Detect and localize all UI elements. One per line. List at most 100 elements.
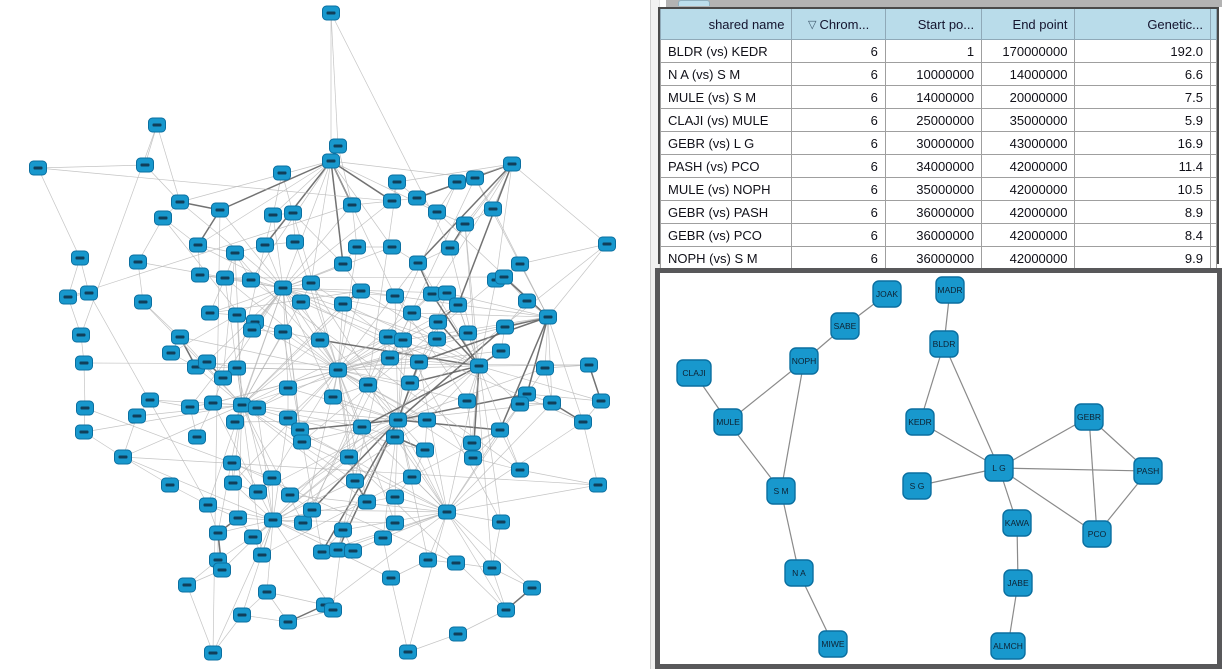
network-node[interactable] [80, 285, 98, 301]
cell-value[interactable]: 35000000 [981, 108, 1076, 132]
cell-value[interactable] [1209, 39, 1218, 63]
cell-value[interactable]: 6 [791, 177, 886, 201]
network-node[interactable] [75, 355, 93, 371]
network-node[interactable] [243, 322, 261, 338]
network-node[interactable] [438, 504, 456, 520]
network-node[interactable] [403, 469, 421, 485]
cell-value[interactable]: 42000000 [981, 200, 1076, 224]
cell-value[interactable]: 192.0 [1074, 39, 1211, 63]
node-l-g[interactable]: L G [984, 454, 1014, 482]
network-node[interactable] [459, 325, 477, 341]
network-node[interactable] [389, 412, 407, 428]
network-node[interactable] [274, 324, 292, 340]
network-node[interactable] [324, 389, 342, 405]
network-node[interactable] [273, 165, 291, 181]
network-node[interactable] [198, 354, 216, 370]
network-node[interactable] [71, 250, 89, 266]
network-node[interactable] [188, 429, 206, 445]
network-node[interactable] [464, 450, 482, 466]
network-node[interactable] [419, 552, 437, 568]
column-header-start-po[interactable]: Start po... [884, 9, 983, 40]
node-kedr[interactable]: KEDR [905, 408, 935, 436]
network-node[interactable] [463, 435, 481, 451]
network-node[interactable] [214, 370, 232, 386]
network-node[interactable] [249, 484, 267, 500]
network-node[interactable] [201, 305, 219, 321]
table-row[interactable]: N A (vs) S M 6 10000000 14000000 6.6 [659, 62, 1218, 86]
network-node[interactable] [409, 255, 427, 271]
network-node[interactable] [76, 400, 94, 416]
network-node[interactable] [171, 194, 189, 210]
overview-network-canvas[interactable] [0, 0, 652, 669]
node-gebr[interactable]: GEBR [1074, 403, 1104, 431]
network-node[interactable] [456, 216, 474, 232]
table-row[interactable]: GEBR (vs) PCO 6 36000000 42000000 8.4 [659, 223, 1218, 247]
network-node[interactable] [279, 380, 297, 396]
network-node[interactable] [441, 240, 459, 256]
network-node[interactable] [399, 644, 417, 660]
network-node[interactable] [324, 602, 342, 618]
network-node[interactable] [329, 542, 347, 558]
network-node[interactable] [114, 449, 132, 465]
network-node[interactable] [279, 614, 297, 630]
column-header-genetic[interactable]: Genetic... [1074, 9, 1211, 40]
network-node[interactable] [386, 288, 404, 304]
node-pash[interactable]: PASH [1133, 457, 1163, 485]
network-node[interactable] [592, 393, 610, 409]
network-node[interactable] [244, 529, 262, 545]
network-node[interactable] [141, 392, 159, 408]
network-node[interactable] [178, 577, 196, 593]
network-node[interactable] [497, 602, 515, 618]
network-node[interactable] [492, 343, 510, 359]
cell-value[interactable]: 42000000 [981, 223, 1076, 247]
cell-value[interactable]: 6 [791, 131, 886, 155]
node-joak[interactable]: JOAK [872, 280, 902, 308]
cell-value[interactable]: 36000000 [884, 223, 983, 247]
network-node[interactable] [59, 289, 77, 305]
cell-value[interactable]: 14000000 [884, 85, 983, 109]
cell-shared-name[interactable]: MULE (vs) S M [659, 85, 793, 109]
cell-value[interactable]: 7.5 [1074, 85, 1211, 109]
network-node[interactable] [448, 174, 466, 190]
network-node[interactable] [511, 396, 529, 412]
network-node[interactable] [536, 360, 554, 376]
network-node[interactable] [199, 497, 217, 513]
node-n-a[interactable]: N A [784, 559, 814, 587]
node-mule[interactable]: MULE [713, 408, 743, 436]
node-sabe[interactable]: SABE [830, 312, 860, 340]
node-bldr[interactable]: BLDR [929, 330, 959, 358]
cell-value[interactable] [1209, 108, 1218, 132]
network-node[interactable] [189, 237, 207, 253]
network-node[interactable] [492, 514, 510, 530]
cell-shared-name[interactable]: CLAJI (vs) MULE [659, 108, 793, 132]
network-node[interactable] [329, 138, 347, 154]
cell-value[interactable] [1209, 223, 1218, 247]
cell-value[interactable]: 20000000 [981, 85, 1076, 109]
network-node[interactable] [543, 395, 561, 411]
network-node[interactable] [228, 360, 246, 376]
network-node[interactable] [334, 256, 352, 272]
network-node[interactable] [589, 477, 607, 493]
cell-value[interactable] [1209, 131, 1218, 155]
network-node[interactable] [410, 354, 428, 370]
network-node[interactable] [386, 429, 404, 445]
network-node[interactable] [386, 489, 404, 505]
cell-value[interactable]: 6 [791, 246, 886, 270]
network-node[interactable] [348, 239, 366, 255]
network-node[interactable] [429, 314, 447, 330]
cell-value[interactable]: 6 [791, 39, 886, 63]
node-almch[interactable]: ALMCH [990, 632, 1026, 660]
network-node[interactable] [401, 375, 419, 391]
cell-value[interactable]: 42000000 [981, 154, 1076, 178]
cell-value[interactable]: 42000000 [981, 246, 1076, 270]
network-node[interactable] [322, 153, 340, 169]
cell-value[interactable] [1209, 246, 1218, 270]
network-node[interactable] [303, 502, 321, 518]
network-node[interactable] [129, 254, 147, 270]
network-node[interactable] [484, 201, 502, 217]
network-node[interactable] [286, 234, 304, 250]
network-node[interactable] [204, 645, 222, 661]
network-node[interactable] [346, 473, 364, 489]
network-node[interactable] [447, 555, 465, 571]
cell-value[interactable]: 8.9 [1074, 200, 1211, 224]
